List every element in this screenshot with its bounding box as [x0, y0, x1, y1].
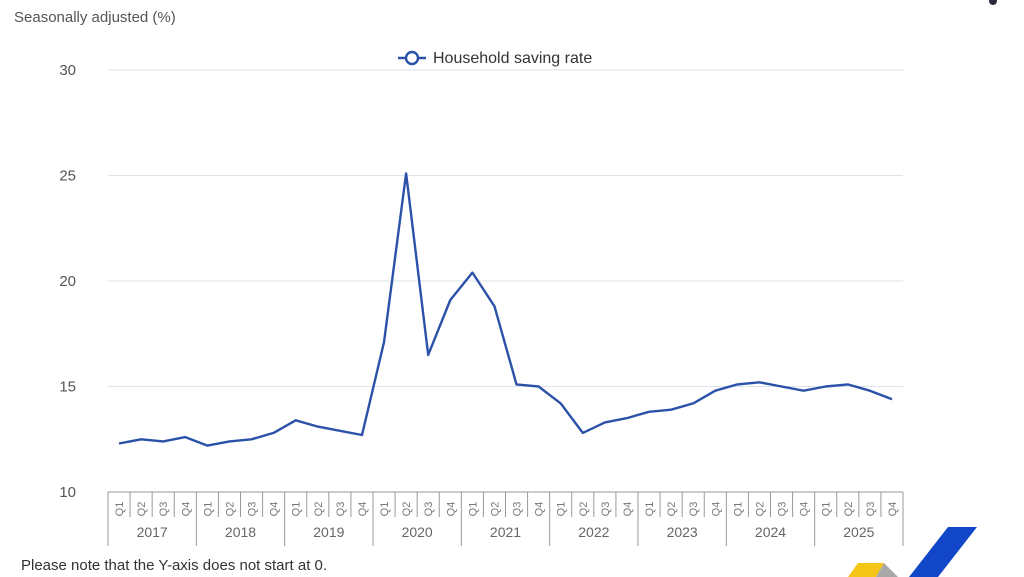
x-year-label: 2021 [490, 524, 521, 540]
x-quarter-label: Q1 [556, 502, 568, 517]
x-year-label: 2023 [667, 524, 698, 540]
x-quarter-label: Q2 [401, 502, 413, 517]
series-line-household-saving-rate[interactable] [118, 172, 893, 447]
x-quarter-label: Q1 [467, 502, 479, 517]
x-quarter-label: Q1 [821, 502, 833, 517]
x-quarter-label: Q1 [202, 502, 214, 517]
x-quarter-label: Q2 [224, 502, 236, 517]
grid-lines [108, 69, 903, 387]
x-quarter-label: Q2 [754, 502, 766, 517]
x-year-label: 2020 [402, 524, 433, 540]
x-quarter-label: Q3 [423, 502, 435, 517]
x-quarter-label: Q2 [578, 502, 590, 517]
x-quarter-label: Q4 [710, 502, 722, 517]
x-quarter-label: Q2 [489, 502, 501, 517]
x-year-label: 2025 [843, 524, 874, 540]
x-quarter-label: Q1 [379, 502, 391, 517]
logo-blue-stripe [909, 527, 977, 577]
legend-label: Household saving rate [433, 50, 592, 67]
x-year-label: 2019 [313, 524, 344, 540]
x-quarter-label: Q4 [799, 502, 811, 517]
x-quarter-label: Q3 [865, 502, 877, 517]
x-year-label: 2024 [755, 524, 786, 540]
y-tick-label: 15 [59, 379, 76, 396]
x-quarter-label: Q3 [600, 502, 612, 517]
y-tick-label: 10 [59, 484, 76, 501]
x-quarter-label: Q4 [534, 502, 546, 517]
x-quarter-label: Q3 [335, 502, 347, 517]
x-axis: 2017 Q1 Q2 Q3 Q4 2018 Q1 Q2 Q3 Q4 2019 Q1 Q2 Q3 Q4 2020… [107, 491, 904, 546]
x-year-label: 2017 [137, 524, 168, 540]
logo-grey-shape [876, 563, 898, 577]
y-tick-label: 25 [59, 168, 76, 185]
x-year-label: 2018 [225, 524, 256, 540]
y-tick-label: 20 [59, 273, 76, 290]
x-quarter-label: Q4 [622, 502, 634, 517]
x-quarter-label: Q3 [512, 502, 524, 517]
x-quarter-label: Q2 [666, 502, 678, 517]
x-quarter-label: Q1 [114, 502, 126, 517]
y-axis-ticks: 10 15 20 25 30 [59, 62, 76, 501]
x-quarter-label: Q1 [291, 502, 303, 517]
menu-dot-icon[interactable] [989, 0, 997, 5]
x-quarter-label: Q2 [313, 502, 325, 517]
legend[interactable]: Household saving rate [398, 50, 592, 67]
x-quarter-label: Q2 [136, 502, 148, 517]
legend-marker-icon [404, 50, 420, 66]
x-quarter-label: Q3 [158, 502, 170, 517]
x-quarter-label: Q3 [688, 502, 700, 517]
x-quarter-label: Q1 [732, 502, 744, 517]
logo-yellow-shape [848, 563, 884, 577]
x-quarter-label: Q4 [445, 502, 457, 517]
y-axis-note: Please note that the Y-axis does not sta… [21, 557, 328, 574]
x-quarter-label: Q4 [180, 502, 192, 517]
x-quarter-label: Q4 [357, 502, 369, 517]
x-quarter-label: Q3 [247, 502, 259, 517]
x-quarter-label: Q1 [644, 502, 656, 517]
x-quarter-label: Q4 [887, 502, 899, 517]
x-quarter-label: Q4 [269, 502, 281, 517]
y-tick-label: 30 [59, 62, 76, 79]
y-axis-title: Seasonally adjusted (%) [14, 9, 176, 26]
x-quarter-label: Q2 [843, 502, 855, 517]
x-year-label: 2022 [578, 524, 609, 540]
x-quarter-label: Q3 [777, 502, 789, 517]
